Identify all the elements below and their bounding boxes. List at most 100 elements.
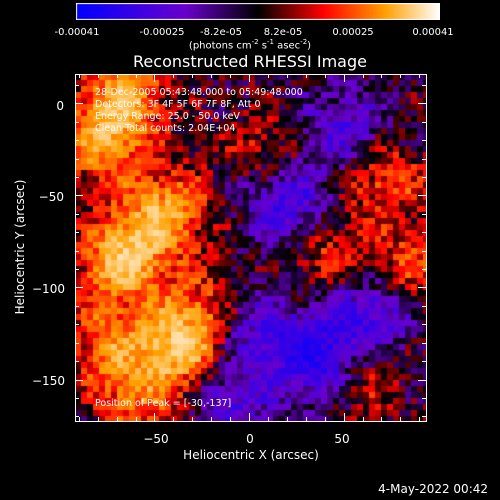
chart-title: Reconstructed RHESSI Image (133, 52, 367, 71)
axis-tick (75, 380, 83, 381)
axis-tick (422, 232, 426, 233)
axis-tick (419, 74, 420, 78)
axis-tick (98, 74, 99, 78)
axis-tick (268, 417, 269, 421)
axis-tick (173, 417, 174, 421)
axis-tick (306, 74, 307, 78)
axis-tick (422, 85, 426, 86)
axis-tick (79, 74, 80, 78)
colorbar (76, 3, 440, 20)
axis-tick (75, 306, 79, 307)
info-detectors: Detectors: 3F 4F 5F 6F 7F 8F, Att 0 (95, 99, 261, 110)
axis-tick (75, 398, 79, 399)
y-axis-label: Heliocentric Y (arcsec) (13, 179, 27, 315)
x-axis-label: Heliocentric X (arcsec) (183, 448, 319, 462)
axis-tick (173, 74, 174, 78)
axis-tick (422, 343, 426, 344)
axis-tick (422, 416, 426, 417)
axis-tick (344, 74, 345, 82)
axis-tick (211, 74, 212, 78)
axis-tick (230, 74, 231, 78)
axis-tick (136, 74, 137, 78)
axis-tick (363, 74, 364, 78)
axis-tick (418, 103, 426, 104)
axis-tick (422, 177, 426, 178)
y-tick-label: −150 (32, 374, 65, 388)
axis-tick (79, 417, 80, 421)
axis-tick (422, 251, 426, 252)
axis-tick (422, 324, 426, 325)
colorbar-tick-label: 0.00025 (332, 27, 374, 38)
axis-tick (422, 159, 426, 160)
axis-tick (75, 85, 79, 86)
axis-tick (287, 74, 288, 78)
x-tick-label: −50 (143, 432, 169, 446)
axis-tick (325, 74, 326, 78)
axis-tick (230, 417, 231, 421)
axis-tick (306, 417, 307, 421)
x-tick-label: 0 (246, 432, 254, 446)
axis-tick (75, 416, 79, 417)
axis-tick (75, 343, 79, 344)
axis-tick (287, 417, 288, 421)
axis-tick (422, 214, 426, 215)
axis-tick (211, 417, 212, 421)
axis-tick (422, 140, 426, 141)
colorbar-tick-label: -0.00041 (54, 27, 100, 38)
axis-tick (75, 287, 83, 288)
axis-tick (75, 251, 79, 252)
axis-tick (75, 122, 79, 123)
axis-tick (363, 417, 364, 421)
info-energy-range: Energy Range: 25.0 - 50.0 keV (95, 111, 240, 122)
axis-tick (75, 232, 79, 233)
axis-tick (422, 306, 426, 307)
axis-tick (418, 287, 426, 288)
y-tick-label: −100 (32, 282, 65, 296)
axis-tick (117, 74, 118, 78)
axis-tick (418, 195, 426, 196)
axis-tick (249, 413, 250, 421)
info-time-range: 28-Dec-2005 05:43:48.000 to 05:49:48.000 (95, 87, 303, 98)
axis-tick (192, 417, 193, 421)
timestamp: 4-May-2022 00:42 (378, 482, 488, 496)
axis-tick (75, 195, 83, 196)
axis-tick (344, 413, 345, 421)
heatmap-image (75, 74, 427, 422)
axis-tick (75, 361, 79, 362)
axis-tick (75, 159, 79, 160)
axis-tick (422, 398, 426, 399)
colorbar-tick-label: 0.00041 (412, 27, 454, 38)
colorbar-tick-label: -0.00025 (139, 27, 185, 38)
axis-tick (75, 324, 79, 325)
axis-tick (75, 103, 83, 104)
y-tick-label: −50 (38, 190, 64, 204)
axis-tick (422, 361, 426, 362)
axis-tick (422, 122, 426, 123)
axis-tick (381, 74, 382, 78)
y-tick-label: 0 (56, 99, 64, 113)
colorbar-units: (photons cm-2 s-1 asec-2) (188, 38, 312, 52)
axis-tick (268, 74, 269, 78)
axis-tick (154, 413, 155, 421)
axis-tick (422, 269, 426, 270)
axis-tick (249, 74, 250, 82)
axis-tick (75, 140, 79, 141)
axis-tick (381, 417, 382, 421)
colorbar-tick-label: 8.2e-05 (263, 27, 303, 38)
axis-tick (75, 269, 79, 270)
axis-tick (154, 74, 155, 82)
axis-tick (325, 417, 326, 421)
axis-tick (419, 417, 420, 421)
axis-tick (192, 74, 193, 78)
axis-tick (75, 214, 79, 215)
peak-position: Position of Peak = [-30,-137] (95, 398, 232, 409)
axis-tick (400, 74, 401, 78)
axis-tick (98, 417, 99, 421)
axis-tick (75, 177, 79, 178)
axis-tick (418, 380, 426, 381)
axis-tick (400, 417, 401, 421)
x-tick-label: 50 (334, 432, 350, 446)
axis-tick (117, 417, 118, 421)
colorbar-tick-label: -8.2e-05 (200, 27, 242, 38)
info-clean-counts: Clean Total counts: 2.04E+04 (95, 123, 236, 134)
